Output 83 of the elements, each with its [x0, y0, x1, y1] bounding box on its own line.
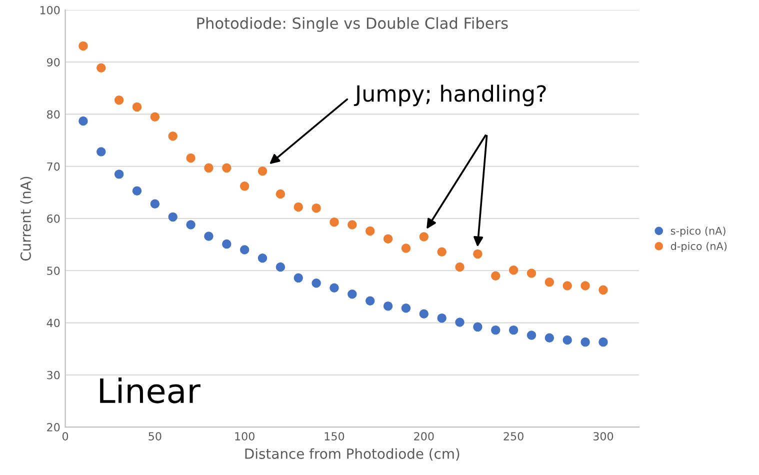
point — [383, 301, 393, 311]
point — [132, 186, 142, 196]
point — [150, 112, 160, 122]
point — [580, 337, 590, 347]
y-tick-label: 40 — [46, 318, 60, 328]
point — [544, 333, 554, 343]
point — [401, 304, 411, 313]
point — [526, 268, 536, 278]
x-tick-label: 300 — [593, 432, 614, 440]
point — [240, 182, 250, 191]
point — [526, 330, 536, 340]
point — [114, 96, 124, 105]
point — [508, 265, 518, 275]
point — [365, 226, 375, 236]
point — [383, 234, 393, 244]
point — [186, 220, 196, 230]
y-tick-label: 20 — [47, 423, 60, 432]
point — [473, 322, 482, 332]
point — [168, 212, 178, 222]
point — [598, 337, 608, 347]
y-tick-label: 80 — [47, 110, 60, 119]
point — [348, 289, 357, 299]
point — [330, 283, 339, 292]
x-axis-title: Distance from Photodiode (cm) — [245, 448, 460, 461]
point — [330, 218, 339, 227]
y-tick-label: 60 — [47, 214, 60, 223]
legend-label: s-pico (nA) — [670, 226, 726, 237]
point — [222, 163, 232, 173]
x-tick-label: 50 — [148, 432, 162, 440]
x-tick-label: 200 — [414, 432, 434, 440]
x-tick-label: 100 — [235, 432, 254, 440]
point — [419, 309, 429, 319]
y-tick-label: 70 — [47, 162, 60, 171]
point — [473, 249, 482, 259]
x-tick-label: 250 — [504, 432, 524, 440]
point — [312, 203, 321, 213]
point — [455, 318, 464, 327]
point — [562, 335, 572, 345]
point — [132, 102, 142, 112]
y-tick-label: 50 — [47, 266, 60, 276]
point — [96, 147, 106, 156]
y-tick-label: 90 — [46, 58, 60, 66]
point — [365, 296, 375, 306]
x-tick-label: 0 — [62, 432, 68, 440]
point — [222, 239, 232, 249]
point — [204, 163, 214, 173]
point — [544, 277, 554, 287]
point — [455, 262, 464, 272]
y-tick-label: 100 — [40, 6, 60, 14]
point — [312, 278, 321, 288]
point — [204, 232, 214, 241]
point — [150, 199, 160, 209]
point — [598, 285, 608, 295]
point — [168, 132, 178, 141]
point — [491, 325, 500, 335]
point — [258, 253, 268, 263]
point — [96, 63, 106, 72]
legend-label: d-pico (nA) — [670, 242, 727, 252]
point — [562, 281, 572, 290]
point — [401, 244, 411, 253]
annotation: Linear — [100, 378, 200, 404]
point — [294, 202, 304, 212]
point — [78, 116, 88, 126]
point — [437, 247, 446, 256]
y-axis-title: Current (nA) — [20, 176, 33, 261]
point — [508, 325, 518, 335]
point — [276, 262, 286, 272]
point — [419, 232, 429, 242]
chart-title: Photodiode: Single vs Double Clad Fibers — [197, 17, 508, 32]
point — [78, 41, 88, 51]
point — [276, 189, 286, 199]
point — [491, 271, 500, 280]
point — [186, 153, 196, 163]
y-tick-label: 30 — [47, 370, 60, 380]
point — [240, 245, 250, 254]
point — [114, 170, 124, 179]
annotation: Jumpy; handling? — [354, 84, 546, 106]
point — [348, 220, 357, 230]
point — [294, 273, 304, 283]
point — [437, 313, 446, 323]
point — [580, 281, 590, 290]
x-tick-label: 150 — [324, 432, 344, 440]
point — [258, 166, 268, 176]
